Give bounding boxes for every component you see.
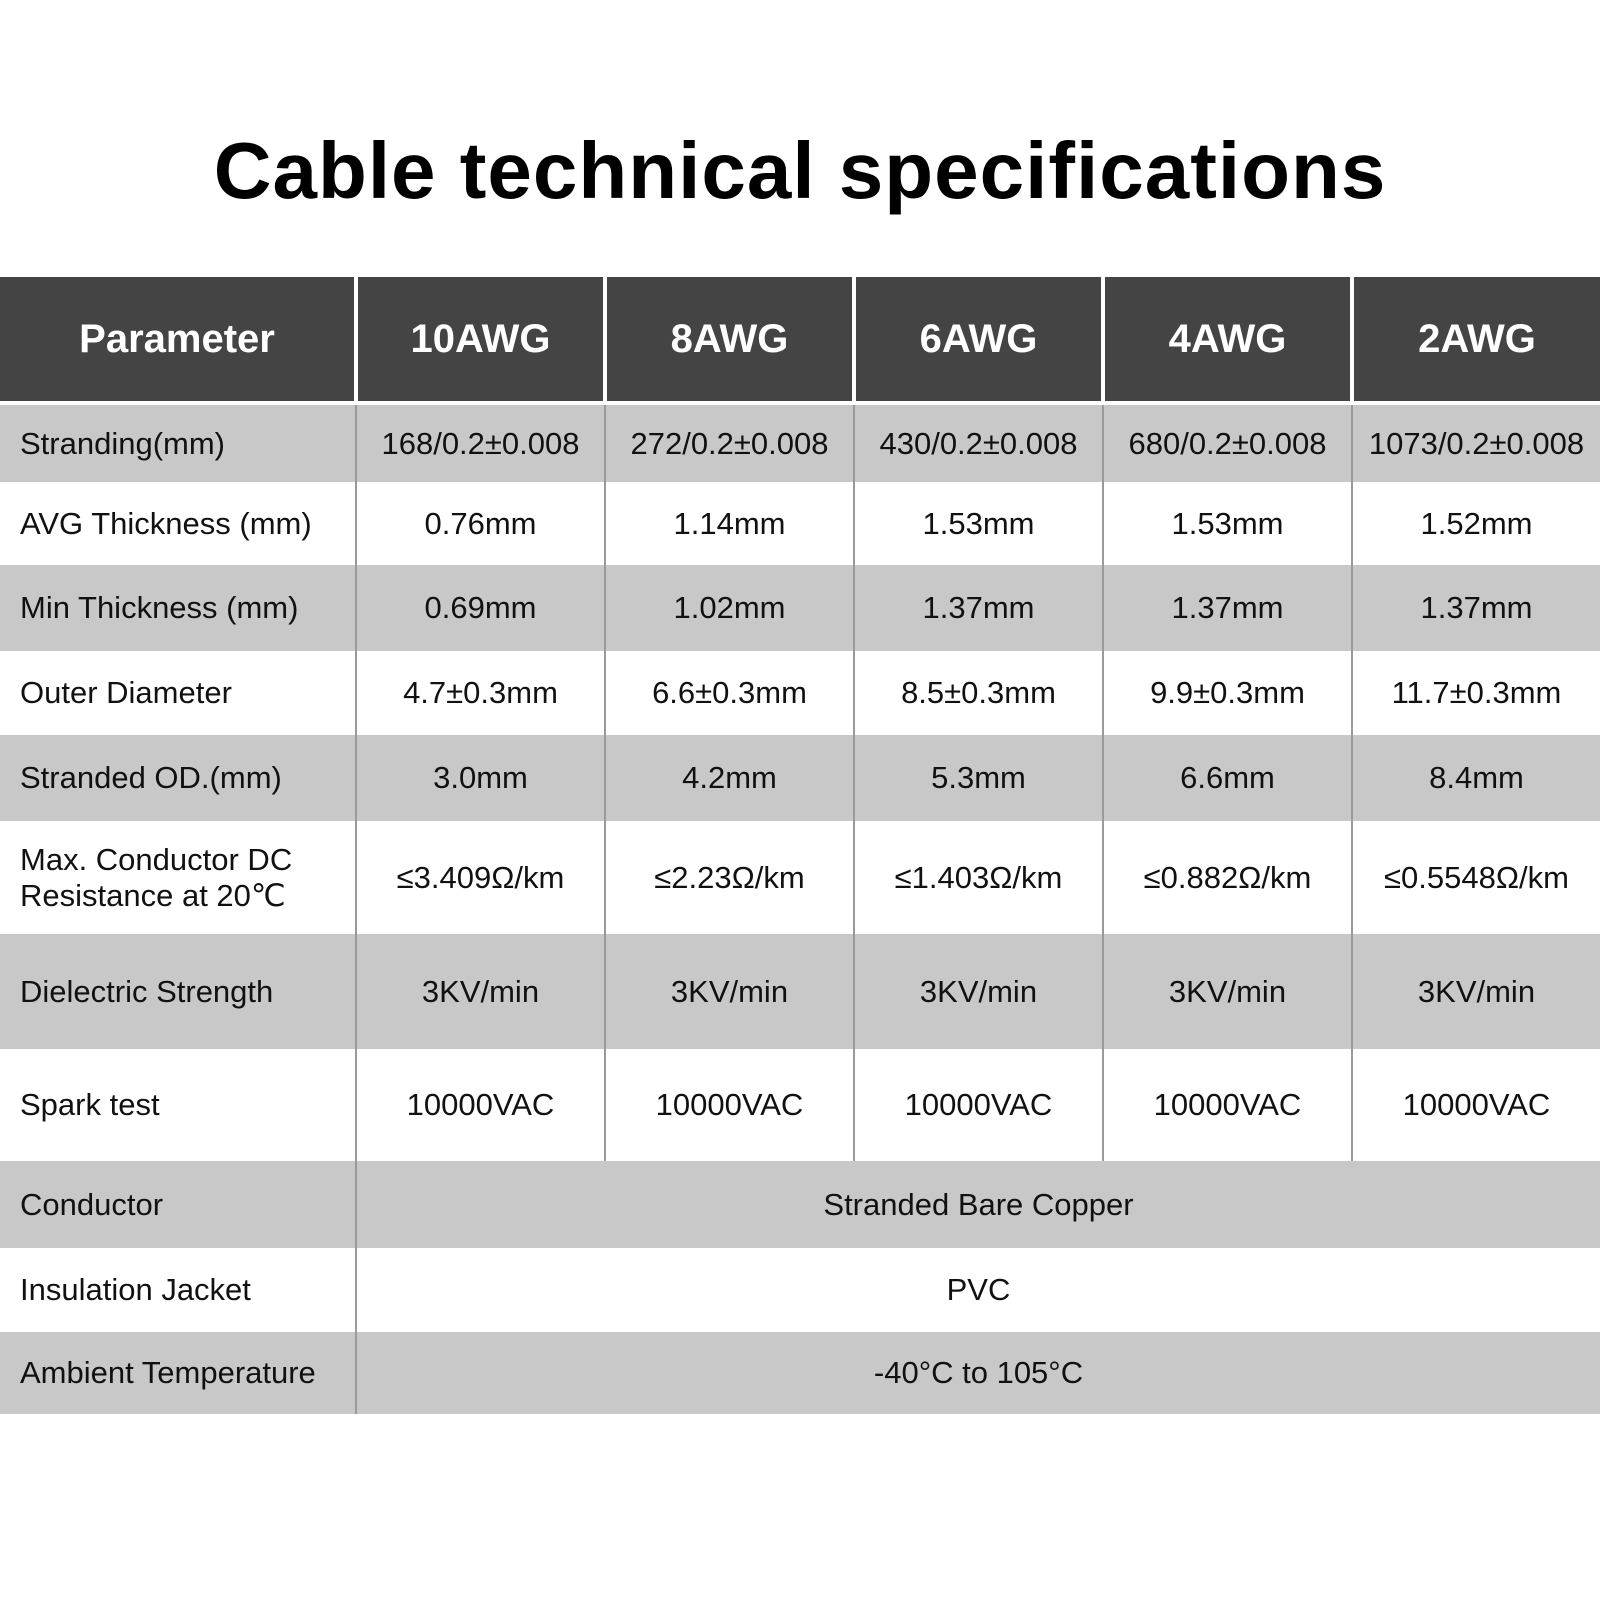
spec-value: PVC <box>355 1248 1600 1332</box>
spec-value: 1.02mm <box>604 565 854 651</box>
spec-value: 1.53mm <box>853 482 1103 565</box>
spec-value: 10000VAC <box>355 1049 605 1161</box>
header-row: Parameter 10AWG 8AWG 6AWG 4AWG 2AWG <box>0 277 1600 401</box>
spec-value: 4.2mm <box>604 735 854 821</box>
spec-value: 430/0.2±0.008 <box>853 405 1103 482</box>
row-label: Insulation Jacket <box>0 1248 356 1332</box>
spec-value: 10000VAC <box>1102 1049 1352 1161</box>
spec-value: 3.0mm <box>355 735 605 821</box>
spec-value: 5.3mm <box>853 735 1103 821</box>
spec-value: ≤0.5548Ω/km <box>1351 821 1600 934</box>
spec-value: 8.5±0.3mm <box>853 651 1103 735</box>
spec-value: ≤2.23Ω/km <box>604 821 854 934</box>
spec-value: 4.7±0.3mm <box>355 651 605 735</box>
spec-value: 1.37mm <box>1102 565 1352 651</box>
spec-row-merged: Conductor Stranded Bare Copper <box>0 1161 1600 1248</box>
spec-value: 1.37mm <box>1351 565 1600 651</box>
spec-table: Parameter 10AWG 8AWG 6AWG 4AWG 2AWG Stranding… <box>0 277 1600 1414</box>
spec-row: Outer Diameter 4.7±0.3mm 6.6±0.3mm 8.5±0.3m… <box>0 651 1600 735</box>
spec-value: 3KV/min <box>355 934 605 1049</box>
spec-value: 3KV/min <box>604 934 854 1049</box>
spec-value: 6.6mm <box>1102 735 1352 821</box>
row-label: Stranding(mm) <box>0 405 356 482</box>
spec-value: ≤3.409Ω/km <box>355 821 605 934</box>
spec-value: -40°C to 105°C <box>355 1332 1600 1414</box>
spec-row: Stranded OD.(mm) 3.0mm 4.2mm 5.3mm 6.6mm 8.4m… <box>0 735 1600 821</box>
spec-value: 0.69mm <box>355 565 605 651</box>
spec-value: 1.53mm <box>1102 482 1352 565</box>
row-label: Dielectric Strength <box>0 934 356 1049</box>
spec-value: ≤1.403Ω/km <box>853 821 1103 934</box>
header-parameter: Parameter <box>0 277 356 401</box>
spec-value: 1.14mm <box>604 482 854 565</box>
header-gauge: 2AWG <box>1350 277 1600 401</box>
spec-value: 10000VAC <box>604 1049 854 1161</box>
spec-value: 8.4mm <box>1351 735 1600 821</box>
spec-value: 680/0.2±0.008 <box>1102 405 1352 482</box>
spec-value: 0.76mm <box>355 482 605 565</box>
spec-value: 1.37mm <box>853 565 1103 651</box>
spec-row: Min Thickness (mm) 0.69mm 1.02mm 1.37mm 1.37… <box>0 565 1600 651</box>
spec-value: 6.6±0.3mm <box>604 651 854 735</box>
row-label: Spark test <box>0 1049 356 1161</box>
spec-value: 272/0.2±0.008 <box>604 405 854 482</box>
spec-value: 1.52mm <box>1351 482 1600 565</box>
header-gauge: 4AWG <box>1101 277 1352 401</box>
spec-row: Max. Conductor DC Resistance at 20℃ ≤3.40… <box>0 821 1600 934</box>
spec-value: 3KV/min <box>1102 934 1352 1049</box>
spec-row: Dielectric Strength 3KV/min 3KV/min 3KV/min… <box>0 934 1600 1049</box>
row-label: Max. Conductor DC Resistance at 20℃ <box>0 821 356 934</box>
spec-value: 11.7±0.3mm <box>1351 651 1600 735</box>
row-label: AVG Thickness (mm) <box>0 482 356 565</box>
spec-row-merged: Ambient Temperature -40°C to 105°C <box>0 1332 1600 1414</box>
spec-row: Stranding(mm) 168/0.2±0.008 272/0.2±0.008 4… <box>0 405 1600 482</box>
spec-value: 3KV/min <box>853 934 1103 1049</box>
spec-value: 168/0.2±0.008 <box>355 405 605 482</box>
row-label: Conductor <box>0 1161 356 1248</box>
row-label: Ambient Temperature <box>0 1332 356 1414</box>
spec-row: Spark test 10000VAC 10000VAC 10000VAC 10000V… <box>0 1049 1600 1161</box>
page-title: Cable technical specifications <box>213 126 1387 215</box>
spec-value: 9.9±0.3mm <box>1102 651 1352 735</box>
spec-row: AVG Thickness (mm) 0.76mm 1.14mm 1.53mm 1.53… <box>0 482 1600 565</box>
row-label: Stranded OD.(mm) <box>0 735 356 821</box>
header-gauge: 10AWG <box>354 277 605 401</box>
spec-value: 10000VAC <box>853 1049 1103 1161</box>
header-gauge: 6AWG <box>852 277 1103 401</box>
spec-value: Stranded Bare Copper <box>355 1161 1600 1248</box>
spec-row-merged: Insulation Jacket PVC <box>0 1248 1600 1332</box>
spec-value: ≤0.882Ω/km <box>1102 821 1352 934</box>
spec-value: 1073/0.2±0.008 <box>1351 405 1600 482</box>
row-label: Outer Diameter <box>0 651 356 735</box>
header-gauge: 8AWG <box>603 277 854 401</box>
spec-value: 3KV/min <box>1351 934 1600 1049</box>
spec-value: 10000VAC <box>1351 1049 1600 1161</box>
row-label: Min Thickness (mm) <box>0 565 356 651</box>
